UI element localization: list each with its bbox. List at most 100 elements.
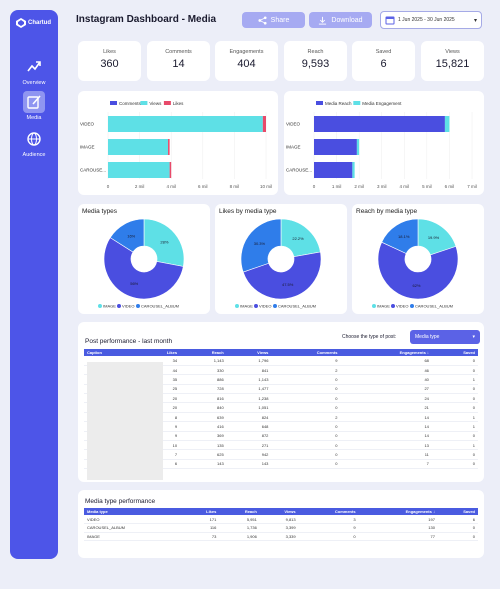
x-tick-label: 2 mil xyxy=(354,184,364,189)
sidebar-item-overview[interactable]: Overview xyxy=(14,56,54,88)
column-header[interactable]: Saved xyxy=(437,508,478,515)
table-cell: 0 xyxy=(431,365,478,376)
table-row[interactable]: IMAGE 73 1,906 3,339 0 77 0 xyxy=(84,532,478,541)
column-header[interactable]: Engagements ↓ xyxy=(358,508,438,515)
download-icon xyxy=(319,16,327,25)
y-category-label: IMAGE xyxy=(80,145,95,150)
sidebar-item-audience[interactable]: Audience xyxy=(14,128,54,160)
pie-slice xyxy=(143,218,185,267)
date-range-picker[interactable]: 1 Jun 2025 - 30 Jun 2025 ▾ xyxy=(380,11,482,29)
column-header[interactable]: Media type xyxy=(84,508,183,515)
column-header[interactable]: Comments xyxy=(271,349,341,356)
bar xyxy=(314,116,445,132)
table-cell: 1,736 xyxy=(219,523,260,533)
table-cell: 416 xyxy=(180,421,227,432)
column-header[interactable]: Comments xyxy=(298,508,359,515)
column-header[interactable]: Saved xyxy=(431,349,478,356)
table-cell: 1,477 xyxy=(226,384,272,395)
views-bar-chart-card: Comments Views Likes 0 2 mil 4 mil 6 mil 8 mil 1… xyxy=(78,91,278,195)
slice-value-label: 16% xyxy=(127,233,135,238)
table-cell: 1,143 xyxy=(226,374,272,385)
table-cell: 0 xyxy=(437,523,478,533)
slice-value-label: 22.2% xyxy=(292,236,304,241)
pie-slice xyxy=(103,237,184,300)
logo-text: Chartud xyxy=(28,20,51,26)
column-header[interactable]: Likes xyxy=(138,349,181,356)
table-cell: 0 xyxy=(271,440,341,451)
download-button[interactable]: Download xyxy=(309,12,372,28)
column-header[interactable]: Reach xyxy=(219,508,260,515)
share-button[interactable]: Share xyxy=(242,12,305,28)
kpi-value: 404 xyxy=(237,58,256,70)
table-cell: 130 xyxy=(358,523,438,533)
column-header[interactable]: Caption xyxy=(84,349,139,356)
legend-label: Comments xyxy=(119,101,142,106)
kpi-value: 6 xyxy=(380,58,387,70)
table-cell: 0 xyxy=(271,431,341,442)
table-cell: 3,399 xyxy=(259,523,299,533)
bar xyxy=(262,116,266,132)
table-cell: 7 xyxy=(340,459,432,470)
legend-label: Media Engagement xyxy=(362,101,402,106)
bar xyxy=(169,162,172,178)
table-cell: 1 xyxy=(431,421,478,432)
reach-by-type-card: Reach by media type 19.9% 62% 18.1% IMAGE VI… xyxy=(352,204,484,314)
legend-label: CAROUSEL_ALBUM xyxy=(141,304,179,309)
table-cell: 5,951 xyxy=(219,515,260,524)
x-tick-label: 0 xyxy=(313,184,316,189)
column-header[interactable]: Engagements ↓ xyxy=(340,349,432,356)
legend-dot xyxy=(372,304,376,308)
table-cell: 77 xyxy=(358,532,438,541)
sidebar-item-media[interactable]: Media xyxy=(14,91,54,123)
slice-value-label: 62% xyxy=(412,283,420,288)
table-row[interactable]: VIDEO 171 5,951 9,813 3 197 6 xyxy=(84,515,478,524)
page-title: Instagram Dashboard - Media xyxy=(76,14,217,25)
kpi-value: 15,821 xyxy=(435,58,470,70)
share-icon xyxy=(258,15,267,25)
column-header[interactable]: Reach xyxy=(180,349,227,356)
x-tick-label: 7 mil xyxy=(467,184,477,189)
kpi-value: 360 xyxy=(100,58,119,70)
table-row[interactable]: 34 1,143 1,796 9 68 0 xyxy=(84,356,478,366)
table-cell: 824 xyxy=(226,412,272,423)
globe-icon xyxy=(23,128,45,150)
legend-label: Media Reach xyxy=(325,101,352,106)
kpi-label: Reach xyxy=(307,49,324,55)
slice-value-label: 56% xyxy=(130,281,138,286)
bar xyxy=(108,116,263,132)
table-cell: 369 xyxy=(180,431,227,442)
kpi-views: Views 15,821 xyxy=(421,41,484,81)
bar xyxy=(352,162,355,178)
media-type-performance-title: Media type performance xyxy=(85,498,156,505)
x-tick-label: 8 mil xyxy=(230,184,240,189)
bar xyxy=(444,116,450,132)
column-header[interactable]: Views xyxy=(259,508,299,515)
table-row[interactable]: CAROUSEL_ALBUM 116 1,736 3,399 9 130 0 xyxy=(84,523,478,533)
table-cell: 648 xyxy=(226,421,272,432)
table-cell: 116 xyxy=(182,523,220,533)
table-cell: 840 xyxy=(180,402,227,413)
kpi-comments: Comments 14 xyxy=(147,41,210,81)
select-value: Media type xyxy=(415,334,440,340)
y-category-label: VIDEO xyxy=(80,122,95,127)
column-header[interactable]: Views xyxy=(226,349,272,356)
date-range-text: 1 Jun 2025 - 30 Jun 2025 xyxy=(398,17,455,23)
table-cell: 11 xyxy=(340,449,432,460)
kpi-label: Engagements xyxy=(229,49,264,55)
x-tick-label: 2 mil xyxy=(135,184,145,189)
table-cell: 625 xyxy=(180,449,227,460)
legend-swatch xyxy=(316,101,323,105)
reach-by-type-donut: 19.9% 62% 18.1% IMAGE VIDEO CAROUSEL_ALBUM xyxy=(372,218,459,309)
table-cell: 886 xyxy=(180,374,227,385)
legend-dot xyxy=(117,304,121,308)
media-type-select[interactable]: Media type ▾ xyxy=(410,330,480,344)
column-header[interactable]: Likes xyxy=(182,508,220,515)
x-tick-label: 1 mil xyxy=(332,184,342,189)
trend-chart-icon xyxy=(23,56,45,78)
legend-dot xyxy=(254,304,258,308)
table-cell: 3 xyxy=(298,515,359,524)
table-cell: 143 xyxy=(180,459,227,470)
x-tick-label: 0 xyxy=(107,184,110,189)
bar xyxy=(314,162,353,178)
chevron-down-icon: ▾ xyxy=(473,17,477,24)
